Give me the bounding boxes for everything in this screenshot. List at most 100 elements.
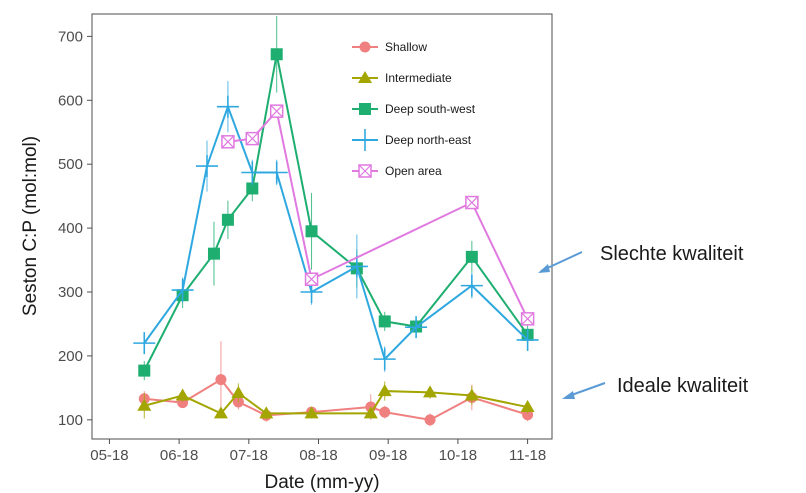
marker-triangle — [377, 384, 392, 397]
series-intermediate — [137, 381, 535, 420]
annotation-arrowhead-slechte — [538, 264, 550, 273]
legend-swatch-marker — [358, 164, 372, 178]
marker-x-2 — [270, 104, 284, 118]
data-point — [305, 225, 318, 238]
marker-x-2 — [521, 312, 535, 326]
data-point — [304, 272, 319, 286]
annotation-arrowhead-ideale — [562, 391, 575, 399]
legend-label: Deep south-west — [385, 102, 476, 116]
x-tick-label: 10-18 — [439, 447, 477, 464]
marker-square — [270, 48, 283, 61]
data-point — [138, 364, 151, 377]
legend-item: Shallow — [352, 40, 427, 54]
y-tick-label: 600 — [58, 92, 83, 109]
series-line — [143, 54, 529, 372]
marker-square — [465, 250, 478, 263]
data-point — [405, 316, 428, 339]
series-line — [143, 103, 529, 362]
series-deep-north-east — [133, 81, 539, 372]
marker-triangle — [520, 400, 535, 413]
marker-x-2 — [221, 135, 235, 149]
annotation-ideale-kwaliteit: Ideale kwaliteit — [617, 375, 749, 397]
y-tick-label: 700 — [58, 28, 83, 45]
annotations: Slechte kwaliteit Ideale kwaliteit — [538, 243, 749, 399]
marker-square — [246, 182, 259, 195]
marker-triangle — [231, 385, 246, 398]
marker-x-2 — [245, 132, 259, 146]
y-tick-label: 500 — [58, 156, 83, 173]
marker-triangle — [175, 388, 190, 401]
legend: Shallow Intermediate Deep south-west Deep n… — [352, 40, 476, 178]
data-point — [171, 279, 194, 302]
marker-triangle — [464, 388, 479, 401]
y-axis: 100 200 300 400 500 600 700 — [58, 28, 92, 429]
data-point — [216, 95, 239, 118]
data-point — [424, 414, 436, 426]
marker-triangle — [363, 406, 378, 419]
legend-item: Deep north-east — [352, 129, 472, 151]
data-point — [304, 406, 319, 419]
legend-swatch-marker — [359, 41, 371, 53]
x-axis: 05-18 06-18 07-18 08-18 09-18 10-18 11-18 — [90, 439, 546, 464]
legend-label: Deep north-east — [385, 133, 472, 147]
data-point — [133, 332, 156, 355]
marker-x-2 — [358, 164, 372, 178]
legend-swatch-marker — [359, 103, 371, 115]
data-point — [520, 400, 535, 413]
series-layer — [133, 15, 539, 427]
marker-square — [138, 364, 151, 377]
data-point — [137, 398, 152, 411]
data-point — [377, 384, 392, 397]
data-point — [265, 161, 288, 184]
y-tick-label: 200 — [58, 348, 83, 365]
legend-swatch-marker — [354, 129, 376, 151]
marker-x-2 — [305, 272, 318, 286]
data-point — [345, 255, 368, 278]
marker-triangle — [137, 398, 152, 411]
data-point — [520, 312, 535, 326]
data-point — [270, 48, 283, 61]
data-point — [241, 161, 264, 184]
series-open-area — [221, 104, 535, 326]
x-tick-label: 07-18 — [230, 447, 268, 464]
marker-square — [207, 247, 220, 260]
data-point — [213, 406, 228, 419]
data-point — [269, 104, 284, 118]
data-point — [363, 406, 378, 419]
y-tick-label: 100 — [58, 412, 83, 429]
marker-triangle — [358, 71, 372, 83]
data-point — [246, 182, 259, 195]
y-tick-label: 400 — [58, 220, 83, 237]
data-point — [464, 388, 479, 401]
data-point — [196, 155, 218, 178]
data-point — [207, 247, 220, 260]
marker-x-2 — [465, 196, 479, 209]
marker-circle — [215, 374, 227, 386]
marker-circle — [359, 41, 371, 53]
marker-triangle — [304, 406, 319, 419]
marker-square — [221, 213, 234, 226]
data-point — [175, 388, 190, 401]
x-tick-label: 06-18 — [160, 447, 198, 464]
data-point — [373, 348, 396, 371]
legend-label: Intermediate — [385, 71, 452, 85]
plot-panel — [91, 13, 553, 440]
y-axis-title: Seston C:P (mol:mol) — [20, 136, 41, 316]
data-point — [516, 328, 539, 351]
data-point — [378, 315, 391, 328]
marker-square — [378, 315, 391, 328]
marker-circle — [424, 414, 436, 426]
marker-circle — [379, 406, 391, 418]
x-axis-title: Date (mm-yy) — [264, 472, 379, 493]
legend-item: Open area — [352, 164, 442, 178]
data-point — [460, 274, 483, 297]
x-tick-label: 11-18 — [509, 447, 546, 464]
marker-triangle — [259, 406, 274, 419]
data-point — [465, 250, 478, 263]
data-point — [215, 374, 227, 386]
data-point — [379, 406, 391, 418]
data-point — [423, 385, 438, 398]
annotation-slechte-kwaliteit: Slechte kwaliteit — [600, 243, 744, 265]
legend-swatch-marker — [358, 71, 372, 83]
